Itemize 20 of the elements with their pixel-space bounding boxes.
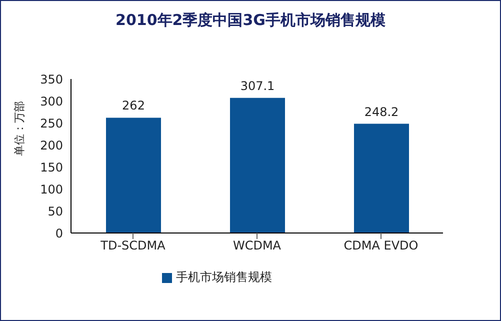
x-tick-label: TD-SCDMA [100,238,166,253]
legend-label: 手机市场销售规模 [176,270,272,284]
y-tick-label: 50 [48,204,63,218]
y-tick-label: 0 [55,226,63,240]
data-label: 248.2 [364,104,399,119]
y-tick-label: 150 [40,160,63,174]
y-tick-label: 100 [40,182,63,196]
data-label: 262 [122,98,145,113]
chart-title: 2010年2季度中国3G手机市场销售规模 [114,11,386,30]
y-tick-label: 300 [40,94,63,108]
bar [230,98,285,233]
y-tick-label: 200 [40,138,63,152]
y-tick-label: 250 [40,116,63,130]
x-tick-label: WCDMA [232,238,282,253]
data-label: 307.1 [240,78,275,93]
y-axis-title: 单位：万部 [12,101,26,156]
bar [354,124,409,233]
y-tick-label: 350 [40,72,63,86]
x-tick-label: CDMA EVDO [344,238,418,253]
bar [106,118,161,233]
